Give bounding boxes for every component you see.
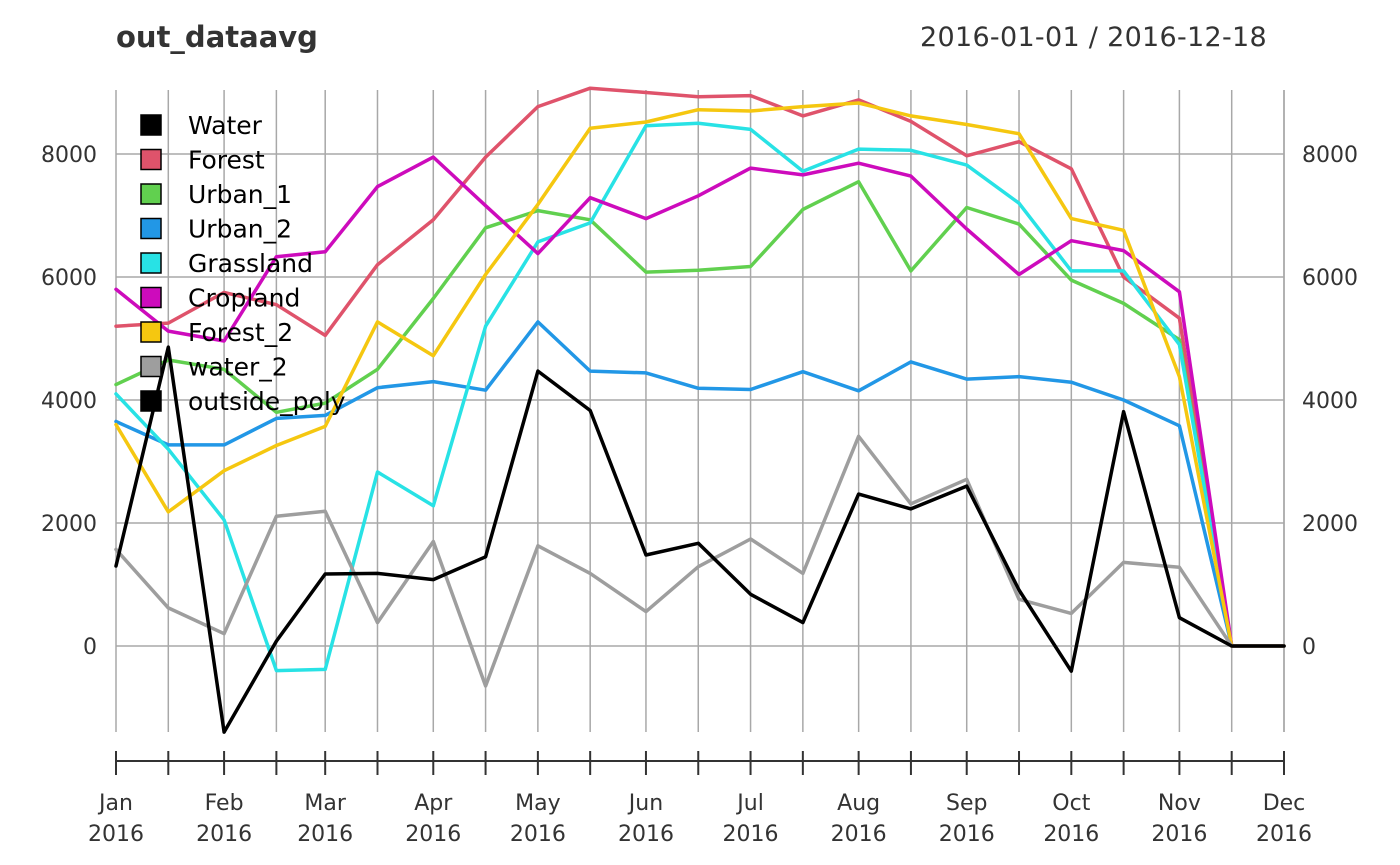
- x-tick-label-month: Jul: [735, 791, 764, 816]
- x-tick-label-month: May: [515, 791, 560, 816]
- legend-label: water_2: [188, 353, 288, 382]
- x-tick-label-year: 2016: [297, 822, 353, 847]
- x-axis: Jan 2016 Feb 2016 Mar 2016 Apr 2016 May 2016 Jun 20…: [88, 751, 1312, 847]
- series-line-forest: [114, 86, 1286, 648]
- x-tick-label-month: Mar: [304, 791, 346, 816]
- y-tick-label-left: 0: [83, 635, 97, 660]
- x-tick-label-month: Dec: [1263, 791, 1306, 816]
- legend-swatch: [140, 114, 162, 136]
- y-tick-label-left: 2000: [41, 512, 97, 537]
- x-tick-label-month: Jan: [97, 791, 133, 816]
- series-line-water-2: [114, 434, 1286, 688]
- legend-swatch: [140, 217, 162, 240]
- x-tick-label-month: Apr: [414, 791, 453, 816]
- series-line-forest-2: [114, 101, 1286, 648]
- x-tick-label-month: Nov: [1158, 791, 1201, 816]
- legend-label: Forest: [188, 146, 265, 175]
- y-axis-right: 0 2000 4000 6000 8000: [1302, 143, 1358, 660]
- legend: Water Forest Urban_1 Urban_2 Grassland Cropla…: [140, 111, 346, 416]
- series-line-outside-poly: [114, 345, 1286, 734]
- x-tick-label-year: 2016: [618, 822, 674, 847]
- y-tick-label-left: 6000: [41, 266, 97, 291]
- x-tick-label-year: 2016: [723, 822, 779, 847]
- x-tick-label-year: 2016: [1043, 822, 1099, 847]
- legend-label: outside_poly: [188, 387, 346, 416]
- x-tick-label-year: 2016: [196, 822, 252, 847]
- y-axis-left: 0 2000 4000 6000 8000: [41, 143, 97, 660]
- series-lines: [114, 86, 1286, 734]
- y-tick-label-right: 2000: [1302, 512, 1358, 537]
- y-tick-label-right: 4000: [1302, 389, 1358, 414]
- y-tick-label-right: 0: [1302, 635, 1316, 660]
- grid-lines: [115, 90, 1285, 732]
- x-tick-label-year: 2016: [1151, 822, 1207, 847]
- legend-swatch: [140, 355, 162, 378]
- x-tick-label-year: 2016: [939, 822, 995, 847]
- legend-label: Forest_2: [188, 318, 293, 347]
- legend-swatch: [140, 252, 162, 274]
- x-tick-label-month: Aug: [837, 791, 880, 816]
- date-range-label: 2016-01-01 / 2016-12-18: [920, 22, 1267, 53]
- y-tick-label-right: 6000: [1302, 266, 1358, 291]
- x-tick-label-month: Feb: [205, 791, 244, 816]
- y-tick-label-right: 8000: [1302, 143, 1358, 168]
- legend-label: Water: [188, 111, 263, 140]
- legend-swatch: [140, 286, 162, 309]
- series-line-urban-1: [114, 179, 1286, 648]
- legend-label: Urban_2: [188, 215, 292, 244]
- legend-swatch: [140, 183, 162, 205]
- x-tick-label-month: Sep: [946, 791, 987, 816]
- legend-label: Urban_1: [188, 180, 292, 209]
- y-tick-label-left: 8000: [41, 143, 97, 168]
- x-tick-label-year: 2016: [831, 822, 887, 847]
- x-tick-label-month: Jun: [627, 791, 663, 816]
- y-tick-label-left: 4000: [41, 389, 97, 414]
- legend-label: Cropland: [188, 284, 300, 313]
- x-tick-label-year: 2016: [405, 822, 461, 847]
- series-line-urban-2: [114, 320, 1286, 648]
- legend-swatch: [140, 390, 162, 412]
- legend-label: Grassland: [188, 249, 313, 278]
- series-line-cropland: [114, 155, 1286, 648]
- x-tick-label-year: 2016: [510, 822, 566, 847]
- series-line-grassland: [114, 121, 1286, 673]
- legend-swatch: [140, 148, 162, 171]
- legend-swatch: [140, 321, 162, 343]
- x-tick-label-month: Oct: [1052, 791, 1090, 816]
- x-tick-label-year: 2016: [1256, 822, 1312, 847]
- x-tick-label-year: 2016: [88, 822, 144, 847]
- chart-title: out_dataavg: [116, 20, 318, 54]
